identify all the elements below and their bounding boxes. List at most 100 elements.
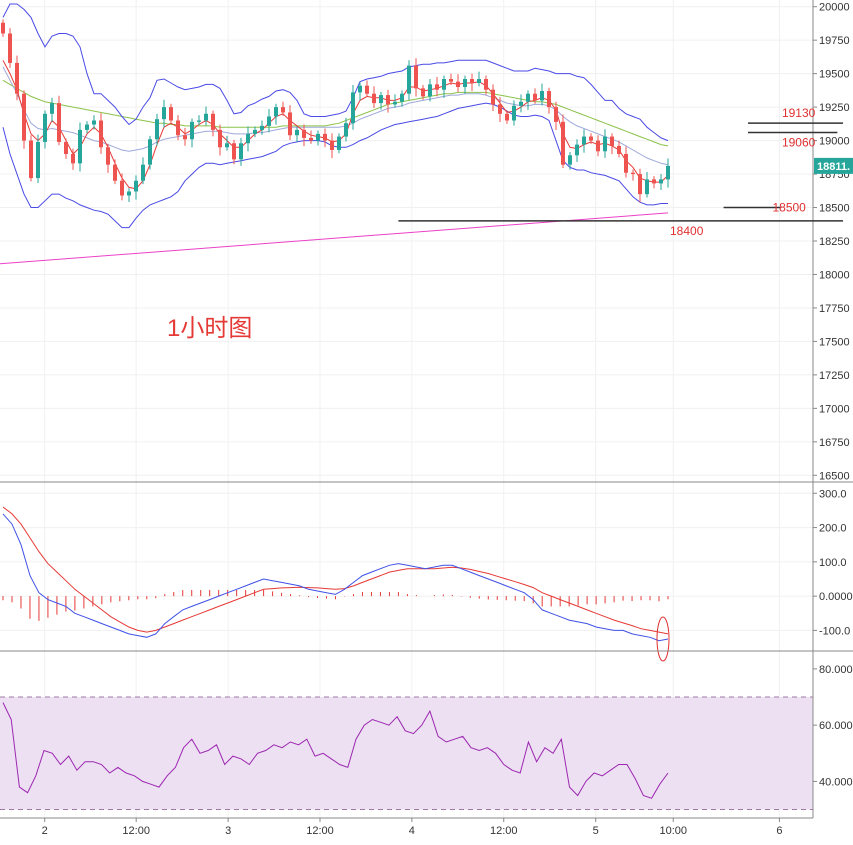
- last-price-label: 18811.: [817, 161, 850, 173]
- candle-body: [99, 120, 103, 148]
- candle-body: [64, 141, 68, 154]
- candle-body: [148, 139, 152, 165]
- candle-body: [218, 129, 222, 148]
- candle-body: [358, 85, 362, 93]
- x-tick-label: 3: [225, 825, 231, 837]
- price-tick-label: 19750: [819, 35, 850, 47]
- x-tick-label: 5: [593, 825, 599, 837]
- x-tick-label: 6: [776, 825, 782, 837]
- candle-body: [400, 93, 404, 102]
- macd-dea-line: [2, 506, 669, 635]
- price-tick-label: 17000: [819, 403, 850, 415]
- candle-body: [162, 107, 166, 120]
- chart-title: 1小时图: [167, 315, 252, 342]
- candle-body: [554, 107, 558, 122]
- candle-body: [239, 143, 243, 160]
- rsi-panel[interactable]: [2, 702, 669, 799]
- ma-green-line: [2, 79, 669, 147]
- candle-body: [57, 103, 61, 142]
- candle-body: [169, 107, 173, 121]
- candle-body: [596, 140, 600, 152]
- candle-body: [288, 112, 292, 136]
- macd-panel[interactable]: [2, 506, 670, 662]
- candle-body: [190, 121, 194, 140]
- price-tick-label: 19500: [819, 69, 850, 81]
- candle-body: [505, 113, 509, 121]
- candle-body: [141, 164, 145, 181]
- candle-body: [470, 78, 474, 84]
- candle-body: [8, 33, 12, 63]
- rsi-tick-label: 40.000: [819, 776, 853, 788]
- candle-body: [603, 136, 607, 152]
- candle-body: [225, 143, 229, 148]
- candle-body: [645, 179, 649, 195]
- price-tick-label: 16500: [819, 470, 850, 482]
- candle-body: [589, 136, 593, 141]
- candle-body: [309, 137, 313, 141]
- candle-body: [407, 65, 411, 94]
- candle-body: [176, 120, 180, 136]
- candle-body: [183, 135, 187, 140]
- candle-body: [204, 113, 208, 121]
- bb-upper-line: [2, 3, 669, 142]
- candle-body: [519, 101, 523, 106]
- candle-body: [274, 107, 278, 117]
- candle-body: [337, 136, 341, 150]
- levels: 19130 19060 18500 18400: [398, 106, 843, 238]
- candle-body: [456, 81, 460, 88]
- x-tick-label: 4: [409, 825, 415, 837]
- candle-body: [652, 179, 656, 184]
- candle-body: [484, 78, 488, 90]
- bb-lower-line: [2, 102, 668, 229]
- candle-body: [498, 104, 502, 114]
- candle-body: [491, 89, 495, 105]
- candle-body: [624, 153, 628, 173]
- x-tick-label: 10:00: [659, 825, 687, 837]
- candle-body: [232, 143, 236, 160]
- candle-body: [260, 125, 264, 130]
- price-panel[interactable]: [0, 3, 670, 265]
- candle-body: [638, 174, 642, 195]
- level-label: 19130: [782, 106, 816, 120]
- candle-body: [106, 147, 110, 165]
- candle-body: [211, 113, 215, 130]
- candle-body: [197, 120, 201, 122]
- candle-body: [85, 124, 89, 130]
- candle-body: [344, 123, 348, 137]
- candle-body: [414, 65, 418, 89]
- candle-body: [36, 141, 40, 179]
- candle-body: [78, 129, 82, 164]
- candle-body: [29, 140, 33, 179]
- candle-body: [330, 140, 334, 150]
- price-tick-label: 17500: [819, 336, 850, 348]
- candle-body: [372, 93, 376, 104]
- candle-body: [582, 136, 586, 145]
- candle-body: [281, 107, 285, 113]
- candle-body: [120, 180, 124, 196]
- candle-body: [316, 133, 320, 141]
- candle-body: [246, 133, 250, 144]
- price-tick-label: 18500: [819, 203, 850, 215]
- rsi-band: [0, 696, 813, 811]
- candle-body: [365, 85, 369, 94]
- candle-body: [547, 91, 551, 108]
- candle-body: [71, 153, 75, 164]
- candle-body: [295, 129, 299, 136]
- candle-body: [134, 180, 138, 192]
- rsi-tick-label: 80.000: [819, 664, 853, 676]
- macd-tick-label: 0.0000: [819, 591, 853, 603]
- level-label: 18400: [670, 224, 704, 238]
- candle-body: [323, 133, 327, 141]
- candle-body: [449, 78, 453, 82]
- candle-body: [386, 95, 390, 105]
- candle-body: [533, 93, 537, 101]
- price-tick-label: 17250: [819, 370, 850, 382]
- candle-body: [253, 129, 257, 134]
- candle-body: [659, 179, 663, 184]
- candle-body: [442, 78, 446, 90]
- candle-body: [302, 129, 306, 138]
- level-label: 18500: [772, 201, 806, 215]
- candle-body: [92, 120, 96, 125]
- price-tick-label: 19250: [819, 102, 850, 114]
